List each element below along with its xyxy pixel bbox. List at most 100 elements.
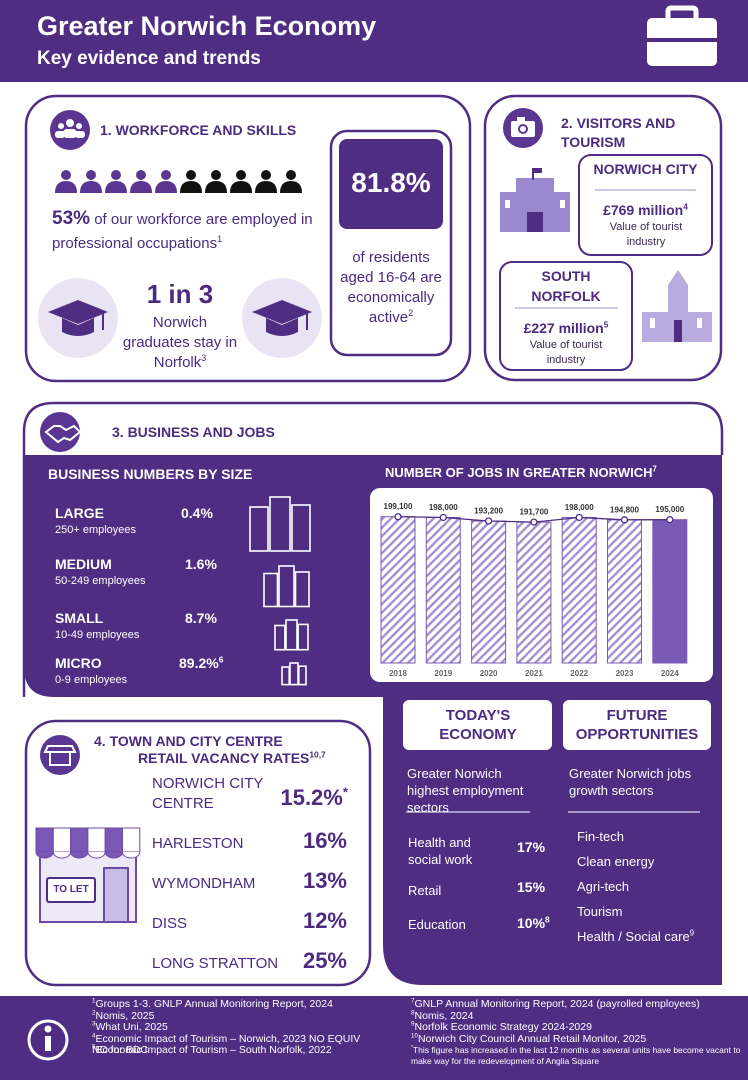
- section-heading: 1. WORKFORCE AND SKILLS: [100, 122, 297, 138]
- section-heading: 4. TOWN AND CITY CENTRE: [94, 733, 283, 749]
- intro: Greater Norwich jobs growth sectors: [569, 766, 692, 798]
- note: 10: [411, 1032, 419, 1039]
- graduates-text: Norwich graduates stay in Norfolk: [122, 314, 238, 371]
- note: 5: [92, 1043, 96, 1051]
- stat: 1 in 3: [146, 279, 214, 309]
- note: 7: [652, 464, 657, 474]
- awning-stripe: [122, 827, 141, 853]
- part: What Uni, 2025: [95, 1021, 168, 1033]
- value-label: 199,100: [384, 502, 413, 511]
- note: 8: [545, 914, 550, 925]
- x-tick-label: 2021: [525, 669, 543, 678]
- size-range: 50-249 employees: [55, 575, 146, 587]
- part: GNLP Annual Monitoring Report, 2024 (pay…: [414, 998, 700, 1010]
- awning-scallop: [104, 851, 123, 859]
- source: 1Groups 1-3. GNLP Annual Monitoring Repo…: [92, 998, 362, 1010]
- sector-share: 15%: [517, 879, 545, 896]
- label-bg: [381, 501, 415, 511]
- person-icon: [255, 181, 277, 193]
- person-icon: [80, 181, 102, 193]
- building: [285, 619, 298, 651]
- x-tick-label: 2024: [661, 669, 679, 678]
- sizes-title: BUSINESS NUMBERS BY SIZE: [48, 466, 253, 482]
- tourism-box: [483, 94, 723, 382]
- part: Economic Impact of Tourism – Norwich, 20…: [92, 1032, 361, 1056]
- heading-box: [403, 700, 552, 750]
- sector-name: Clean energy: [577, 854, 654, 870]
- footer-bg: [0, 996, 748, 1080]
- person-icon: [186, 170, 196, 180]
- point: [394, 513, 402, 521]
- centre-name: DISS: [152, 915, 188, 932]
- shop-icon: [40, 735, 80, 775]
- centre-name: HARLESTON: [152, 835, 244, 852]
- centre-rate: 12%: [303, 908, 347, 934]
- part: Clean energy: [577, 854, 655, 869]
- awning-scallop: [87, 851, 106, 859]
- centre-rate: 25%: [303, 948, 347, 974]
- note: 2: [92, 1009, 96, 1016]
- building: [269, 496, 291, 552]
- value-label: 198,000: [429, 503, 458, 512]
- label-bg: [426, 502, 461, 512]
- part: 89.2%: [179, 655, 219, 671]
- note: 9: [411, 1020, 415, 1028]
- label-bg: [652, 504, 687, 514]
- person-icon: [180, 181, 202, 193]
- size-range: 0-9 employees: [55, 674, 128, 686]
- building: [263, 572, 279, 608]
- sector-share: 17%: [517, 839, 545, 856]
- info-icon: [27, 1019, 69, 1061]
- castle-icon: [500, 168, 570, 232]
- sector-name: Fin-tech: [577, 829, 624, 845]
- part: Groups 1-3. GNLP Annual Monitoring Repor…: [95, 998, 333, 1010]
- person-icon: [286, 170, 296, 180]
- label-bg: [471, 505, 506, 515]
- awning-stripe: [70, 827, 89, 853]
- value-label: 198,000: [565, 503, 594, 512]
- part: 16%: [302, 828, 347, 853]
- value-label: 191,700: [519, 508, 548, 517]
- bar: [561, 516, 597, 664]
- note: *: [342, 784, 348, 800]
- note: 9: [689, 928, 695, 938]
- people-row: [55, 170, 302, 193]
- part: Norwich City Council Annual Retail Monit…: [418, 1032, 647, 1045]
- size-name: MEDIUM: [55, 556, 112, 572]
- heading: RETAIL VACANCY RATES: [138, 750, 310, 766]
- person-icon: [86, 170, 96, 180]
- part: Fin-tech: [577, 829, 624, 844]
- part: 15%: [517, 879, 546, 895]
- point: [575, 513, 583, 522]
- source: *This figure has increased in the last 1…: [411, 1045, 741, 1067]
- bar: [607, 519, 642, 664]
- note: 10,7: [309, 749, 326, 760]
- centre-name: WYMONDHAM: [152, 875, 256, 892]
- place-text: Value of tourist industry: [609, 221, 683, 248]
- handshake-icon: [40, 412, 80, 452]
- source: 5Economic Impact of Tourism – South Norf…: [92, 1043, 362, 1056]
- centre-rate: 13%: [303, 868, 347, 894]
- person-icon: [111, 170, 121, 180]
- size-share: 89.2%6: [179, 655, 223, 672]
- awning-scallop: [70, 851, 89, 859]
- note: 7: [411, 997, 415, 1005]
- professional-text: 53% of our workforce are employed in pro…: [52, 207, 342, 256]
- x-tick-label: 2019: [434, 669, 452, 678]
- person-icon: [105, 181, 127, 193]
- part: Tourism: [577, 904, 623, 919]
- active-box: [329, 129, 453, 357]
- place-box: [578, 154, 713, 256]
- awning-stripe: [52, 827, 72, 853]
- x-tick-label: 2023: [616, 669, 634, 678]
- awning-stripe: [35, 827, 54, 853]
- section-heading: 3. BUSINESS AND JOBS: [112, 424, 275, 440]
- awning-scallop: [35, 851, 54, 859]
- part: 13%: [302, 868, 347, 893]
- stat-text: of residents aged 16-64 are economically…: [338, 248, 444, 328]
- point: [439, 513, 447, 522]
- value-label: 194,800: [610, 505, 639, 514]
- part: 10%: [517, 915, 546, 931]
